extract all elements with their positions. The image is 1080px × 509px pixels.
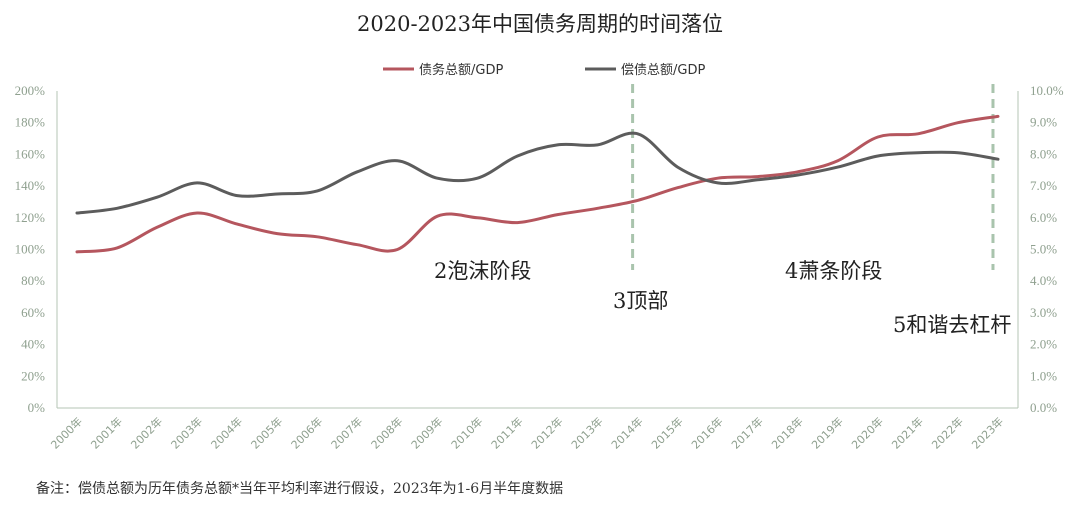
left-tick-label: 40% xyxy=(21,337,45,352)
left-tick-label: 120% xyxy=(15,210,46,225)
chart-title: 2020-2023年中国债务周期的时间落位 xyxy=(357,12,723,36)
left-tick-label: 140% xyxy=(15,178,46,193)
right-tick-label: 3.0% xyxy=(1030,305,1057,320)
x-tick-label: 2016年 xyxy=(688,414,725,451)
right-axis-ticks: 0.0% 1.0% 2.0% 3.0% 4.0% 5.0% 6.0% 7.0% 8.0% 9.0%… xyxy=(1030,83,1064,415)
x-tick-label: 2013年 xyxy=(568,414,605,451)
footnote: 备注：偿债总额为历年债务总额*当年平均利率进行假设，2023年为1-6月半年度数… xyxy=(36,480,563,497)
x-tick-label: 2005年 xyxy=(248,414,285,451)
right-tick-label: 4.0% xyxy=(1030,273,1057,288)
x-tick-label: 2008年 xyxy=(368,414,405,451)
x-tick-label: 2009年 xyxy=(408,414,445,451)
x-tick-label: 2014年 xyxy=(608,414,645,451)
x-tick-label: 2017年 xyxy=(728,414,765,451)
left-tick-label: 60% xyxy=(21,305,45,320)
right-tick-label: 7.0% xyxy=(1030,178,1057,193)
annotation-top: 3顶部 xyxy=(613,289,668,313)
x-tick-label: 2000年 xyxy=(48,414,85,451)
left-tick-label: 180% xyxy=(15,115,46,130)
legend-label-debt: 债务总额/GDP xyxy=(419,62,503,78)
annotation-depression: 4萧条阶段 xyxy=(785,259,882,283)
left-tick-label: 20% xyxy=(21,368,45,383)
phase-markers xyxy=(631,84,995,270)
left-axis-ticks: 0% 20% 40% 60% 80% 100% 120% 140% 160% 180% 200% xyxy=(15,83,46,415)
x-tick-label: 2022年 xyxy=(929,414,966,451)
right-tick-label: 10.0% xyxy=(1030,83,1064,98)
right-tick-label: 2.0% xyxy=(1030,337,1057,352)
left-tick-label: 80% xyxy=(21,273,45,288)
x-tick-label: 2015年 xyxy=(648,414,685,451)
x-tick-label: 2007年 xyxy=(328,414,365,451)
left-tick-label: 160% xyxy=(15,146,46,161)
x-tick-label: 2012年 xyxy=(528,414,565,451)
annotations: 2泡沫阶段 3顶部 4萧条阶段 5和谐去杠杆 xyxy=(434,259,1011,337)
x-tick-label: 2019年 xyxy=(808,414,845,451)
x-tick-label: 2001年 xyxy=(88,414,125,451)
x-tick-label: 2018年 xyxy=(768,414,805,451)
x-tick-label: 2004年 xyxy=(208,414,245,451)
annotation-deleveraging: 5和谐去杠杆 xyxy=(893,313,1011,337)
x-tick-label: 2023年 xyxy=(969,414,1006,451)
series-lines xyxy=(75,114,1000,254)
right-tick-label: 9.0% xyxy=(1030,115,1057,130)
x-tick-label: 2002年 xyxy=(128,414,165,451)
legend: 债务总额/GDP 偿债总额/GDP xyxy=(383,62,705,78)
axes xyxy=(56,91,1019,409)
series-line-service xyxy=(75,131,1000,215)
right-tick-label: 5.0% xyxy=(1030,242,1057,257)
x-axis-ticks: 2000年 2001年 2002年 2003年 2004年 2005年 2006年 2007年… xyxy=(48,414,1006,451)
right-tick-label: 0.0% xyxy=(1030,400,1057,415)
legend-label-service: 偿债总额/GDP xyxy=(621,63,705,78)
x-tick-label: 2006年 xyxy=(288,414,325,451)
x-tick-label: 2020年 xyxy=(848,414,885,451)
x-tick-label: 2011年 xyxy=(488,414,525,451)
x-tick-label: 2010年 xyxy=(448,414,485,451)
right-tick-label: 1.0% xyxy=(1030,368,1057,383)
annotation-bubble: 2泡沫阶段 xyxy=(434,259,531,283)
left-tick-label: 100% xyxy=(15,242,46,257)
right-tick-label: 6.0% xyxy=(1030,210,1057,225)
x-tick-label: 2021年 xyxy=(889,414,926,451)
x-tick-label: 2003年 xyxy=(168,414,205,451)
right-tick-label: 8.0% xyxy=(1030,146,1057,161)
left-tick-label: 200% xyxy=(15,83,46,98)
series-line-debt xyxy=(75,114,1000,254)
left-tick-label: 0% xyxy=(28,400,46,415)
